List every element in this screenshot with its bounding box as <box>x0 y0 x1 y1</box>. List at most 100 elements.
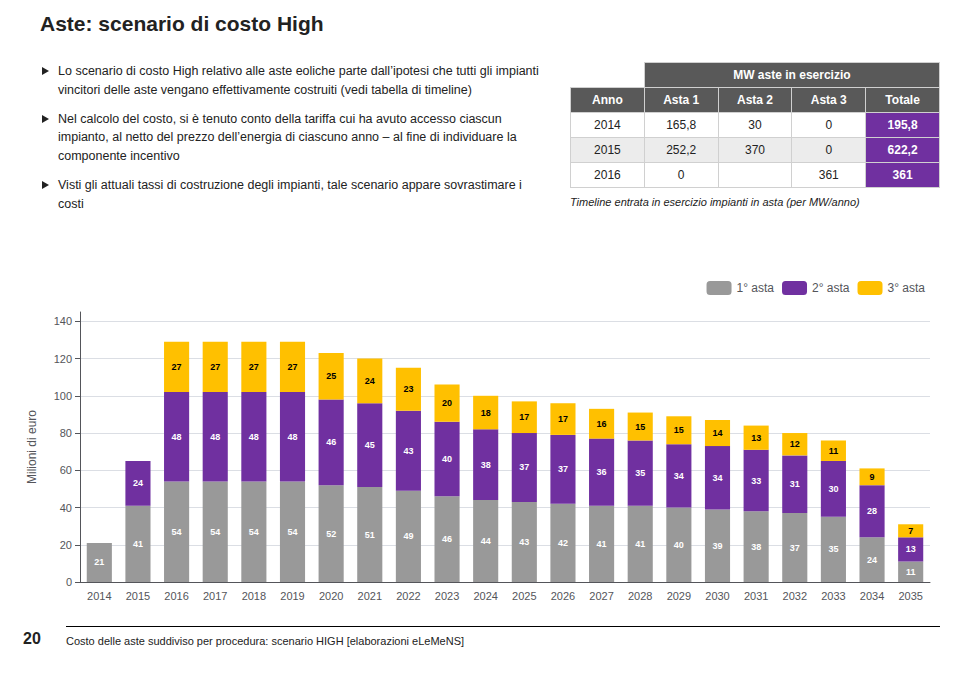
svg-text:48: 48 <box>210 432 220 442</box>
svg-text:37: 37 <box>558 464 568 474</box>
svg-text:43: 43 <box>403 446 413 456</box>
svg-text:40: 40 <box>60 502 72 514</box>
svg-text:52: 52 <box>326 529 336 539</box>
html-text:Visti gli attuali tassi di cos: Visti gli attuali tassi di costruzione d… <box>58 177 522 211</box>
svg-text:3° asta: 3° asta <box>888 281 926 295</box>
svg-text:2014: 2014 <box>87 590 111 602</box>
svg-text:35: 35 <box>828 544 838 554</box>
svg-text:27: 27 <box>172 362 182 372</box>
svg-text:44: 44 <box>481 536 491 546</box>
svg-text:54: 54 <box>172 527 182 537</box>
svg-text:38: 38 <box>751 542 761 552</box>
svg-text:16: 16 <box>597 419 607 429</box>
svg-text:140: 140 <box>54 315 72 327</box>
svg-text:45: 45 <box>365 440 375 450</box>
svg-text:48: 48 <box>172 432 182 442</box>
svg-text:9: 9 <box>870 472 875 482</box>
svg-text:25: 25 <box>326 371 336 381</box>
svg-text:38: 38 <box>481 460 491 470</box>
svg-text:2023: 2023 <box>435 590 459 602</box>
svg-text:15: 15 <box>674 425 684 435</box>
svg-text:2° asta: 2° asta <box>812 281 850 295</box>
svg-text:0: 0 <box>66 576 72 588</box>
svg-text:2027: 2027 <box>589 590 613 602</box>
svg-text:7: 7 <box>908 526 913 536</box>
svg-text:100: 100 <box>54 390 72 402</box>
svg-text:48: 48 <box>249 432 259 442</box>
svg-text:2032: 2032 <box>783 590 807 602</box>
svg-text:80: 80 <box>60 427 72 439</box>
svg-text:54: 54 <box>249 527 259 537</box>
svg-text:2034: 2034 <box>860 590 884 602</box>
svg-text:2016: 2016 <box>164 590 188 602</box>
svg-text:27: 27 <box>249 362 259 372</box>
svg-text:2017: 2017 <box>203 590 227 602</box>
svg-text:30: 30 <box>828 484 838 494</box>
svg-text:11: 11 <box>906 567 916 577</box>
svg-text:2021: 2021 <box>358 590 382 602</box>
svg-text:27: 27 <box>210 362 220 372</box>
svg-text:24: 24 <box>867 555 877 565</box>
svg-text:120: 120 <box>54 353 72 365</box>
svg-text:28: 28 <box>867 506 877 516</box>
svg-text:14: 14 <box>712 428 722 438</box>
svg-text:2022: 2022 <box>396 590 420 602</box>
html-text:Lo scenario di costo High rela: Lo scenario di costo High relativo alle … <box>58 64 539 97</box>
svg-text:51: 51 <box>365 530 375 540</box>
svg-text:12: 12 <box>790 439 800 449</box>
svg-text:2024: 2024 <box>473 590 497 602</box>
svg-text:2033: 2033 <box>821 590 845 602</box>
svg-text:2020: 2020 <box>319 590 343 602</box>
svg-text:35: 35 <box>635 468 645 478</box>
svg-text:2031: 2031 <box>744 590 768 602</box>
svg-text:39: 39 <box>712 541 722 551</box>
svg-text:37: 37 <box>790 543 800 553</box>
svg-text:24: 24 <box>133 478 143 488</box>
svg-text:2026: 2026 <box>551 590 575 602</box>
svg-text:2030: 2030 <box>705 590 729 602</box>
svg-text:2035: 2035 <box>898 590 922 602</box>
html-text:Nel calcolo del costo, si è te: Nel calcolo del costo, si è tenuto conto… <box>58 111 517 163</box>
svg-text:2028: 2028 <box>628 590 652 602</box>
svg-text:13: 13 <box>906 544 916 554</box>
svg-text:46: 46 <box>442 534 452 544</box>
svg-text:40: 40 <box>442 454 452 464</box>
svg-text:21: 21 <box>94 557 104 567</box>
svg-text:60: 60 <box>60 464 72 476</box>
svg-text:48: 48 <box>287 432 297 442</box>
svg-text:2018: 2018 <box>242 590 266 602</box>
svg-text:54: 54 <box>210 527 220 537</box>
svg-text:54: 54 <box>287 527 297 537</box>
svg-text:17: 17 <box>519 412 529 422</box>
svg-text:46: 46 <box>326 437 336 447</box>
svg-text:31: 31 <box>790 479 800 489</box>
svg-text:Milioni di euro: Milioni di euro <box>25 410 39 484</box>
svg-text:37: 37 <box>519 462 529 472</box>
svg-text:43: 43 <box>519 537 529 547</box>
svg-text:49: 49 <box>403 531 413 541</box>
svg-text:2029: 2029 <box>667 590 691 602</box>
svg-text:15: 15 <box>635 422 645 432</box>
svg-text:41: 41 <box>597 539 607 549</box>
svg-text:42: 42 <box>558 538 568 548</box>
svg-text:41: 41 <box>133 539 143 549</box>
svg-text:34: 34 <box>674 471 684 481</box>
svg-text:13: 13 <box>751 433 761 443</box>
svg-text:20: 20 <box>442 398 452 408</box>
svg-text:18: 18 <box>481 408 491 418</box>
svg-text:24: 24 <box>365 376 375 386</box>
svg-text:20: 20 <box>60 539 72 551</box>
svg-text:2015: 2015 <box>126 590 150 602</box>
svg-text:2019: 2019 <box>280 590 304 602</box>
svg-text:40: 40 <box>674 540 684 550</box>
svg-text:34: 34 <box>712 473 722 483</box>
svg-text:2025: 2025 <box>512 590 536 602</box>
svg-text:36: 36 <box>597 467 607 477</box>
svg-text:11: 11 <box>829 446 839 456</box>
svg-text:41: 41 <box>635 539 645 549</box>
svg-text:27: 27 <box>287 362 297 372</box>
svg-text:17: 17 <box>558 414 568 424</box>
svg-text:33: 33 <box>751 476 761 486</box>
svg-text:23: 23 <box>403 384 413 394</box>
svg-text:1° asta: 1° asta <box>737 281 775 295</box>
